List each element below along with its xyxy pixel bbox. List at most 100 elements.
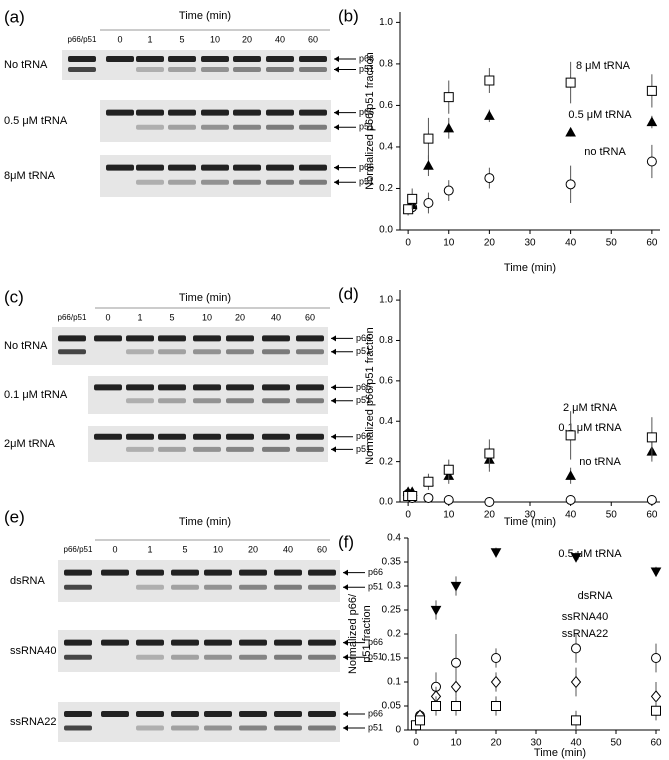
band-p66 xyxy=(136,711,164,717)
band-p51 xyxy=(274,725,302,731)
point xyxy=(431,701,441,711)
point xyxy=(570,553,582,563)
y-tick-label: 0.2 xyxy=(379,183,393,194)
point xyxy=(565,179,576,190)
x-tick-label: 40 xyxy=(570,738,582,749)
point xyxy=(651,653,662,663)
y-tick-label: 0.4 xyxy=(387,533,401,544)
y-tick-label: 0.15 xyxy=(382,653,402,664)
panel-label: (c) xyxy=(4,287,24,306)
band-p66 xyxy=(262,433,290,440)
point xyxy=(451,657,462,668)
y-axis-label: Normalized p66/p51 fraction xyxy=(364,327,376,465)
arrow-head xyxy=(343,584,348,591)
x-tick-label: 0 xyxy=(405,510,411,521)
band-p51 xyxy=(239,654,267,660)
band-p51 xyxy=(64,725,92,731)
row-label: 0.1 μM tRNA xyxy=(4,389,68,401)
arrow-head xyxy=(343,569,348,576)
point xyxy=(491,653,502,663)
point xyxy=(423,476,434,487)
point xyxy=(565,494,576,505)
series-label: dsRNA xyxy=(578,590,614,602)
band-p51 xyxy=(274,584,302,590)
band-label: p51 xyxy=(359,177,374,187)
panel-label: (b) xyxy=(338,6,359,25)
band-p66 xyxy=(239,711,267,717)
band-p66 xyxy=(168,56,196,62)
point xyxy=(443,122,455,133)
y-tick-label: 0.6 xyxy=(379,375,393,386)
band-p66 xyxy=(274,569,302,576)
panel-label: (f) xyxy=(338,532,354,551)
band-p66 xyxy=(171,711,199,717)
point xyxy=(646,432,657,443)
band-p66 xyxy=(193,384,221,391)
y-axis-label: p51 fraction xyxy=(361,605,373,662)
band-p66 xyxy=(201,109,229,116)
x-tick-label: 60 xyxy=(650,738,662,749)
x-axis-label: Time (min) xyxy=(504,262,556,274)
band-p51 xyxy=(201,179,229,185)
band-p51 xyxy=(226,349,254,355)
lane-label: 0 xyxy=(112,544,117,554)
band-p51 xyxy=(68,67,96,72)
band-p66 xyxy=(262,384,290,391)
x-tick-label: 20 xyxy=(490,738,502,749)
x-tick-label: 20 xyxy=(484,238,496,249)
lane-label: 1 xyxy=(147,544,152,554)
band-p66 xyxy=(299,109,327,116)
band-p66 xyxy=(101,569,129,576)
band-p51 xyxy=(266,67,294,72)
band-p66 xyxy=(262,335,290,342)
band-p66 xyxy=(193,335,221,342)
band-label: p51 xyxy=(368,582,383,592)
point xyxy=(430,605,442,616)
band-p66 xyxy=(136,639,164,646)
band-p66 xyxy=(136,164,164,171)
band-p66 xyxy=(226,384,254,391)
gel-image xyxy=(58,702,340,742)
band-p66 xyxy=(204,569,232,576)
series-label: no tRNA xyxy=(579,456,621,468)
band-p51 xyxy=(266,124,294,130)
x-tick-label: 30 xyxy=(524,510,536,521)
band-p51 xyxy=(136,67,164,72)
point xyxy=(423,133,434,144)
band-p66 xyxy=(94,433,122,440)
row-label: dsRNA xyxy=(10,575,46,587)
point xyxy=(484,110,495,120)
band-p51 xyxy=(158,398,186,404)
band-p51 xyxy=(136,725,164,731)
point xyxy=(443,464,454,475)
arrow-head xyxy=(343,711,348,717)
arrow-head xyxy=(331,335,336,342)
band-p51 xyxy=(308,725,336,731)
x-tick-label: 50 xyxy=(606,510,618,521)
x-tick-label: 60 xyxy=(646,238,658,249)
point xyxy=(407,490,418,501)
lane-label: 20 xyxy=(242,34,252,44)
band-p66 xyxy=(266,164,294,171)
band-p66 xyxy=(299,56,327,62)
x-tick-label: 10 xyxy=(443,510,455,521)
band-p51 xyxy=(296,446,324,452)
lane-label: 40 xyxy=(275,34,285,44)
band-label: p51 xyxy=(356,346,371,356)
panel-label: (a) xyxy=(4,7,25,26)
lane-label: 40 xyxy=(271,312,281,322)
panel-label: (e) xyxy=(4,507,25,526)
band-label: p66 xyxy=(359,53,374,63)
band-p66 xyxy=(158,335,186,342)
band-p66 xyxy=(158,433,186,440)
y-tick-label: 0.4 xyxy=(379,142,393,153)
band-label: p51 xyxy=(359,64,374,74)
band-label: p66 xyxy=(359,107,374,117)
band-label: p66 xyxy=(368,637,383,647)
band-p51 xyxy=(201,124,229,130)
band-p51 xyxy=(308,584,336,590)
band-label: p66 xyxy=(356,431,371,441)
point xyxy=(451,701,461,711)
gel-title: Time (min) xyxy=(179,516,231,528)
band-p51 xyxy=(299,124,327,130)
